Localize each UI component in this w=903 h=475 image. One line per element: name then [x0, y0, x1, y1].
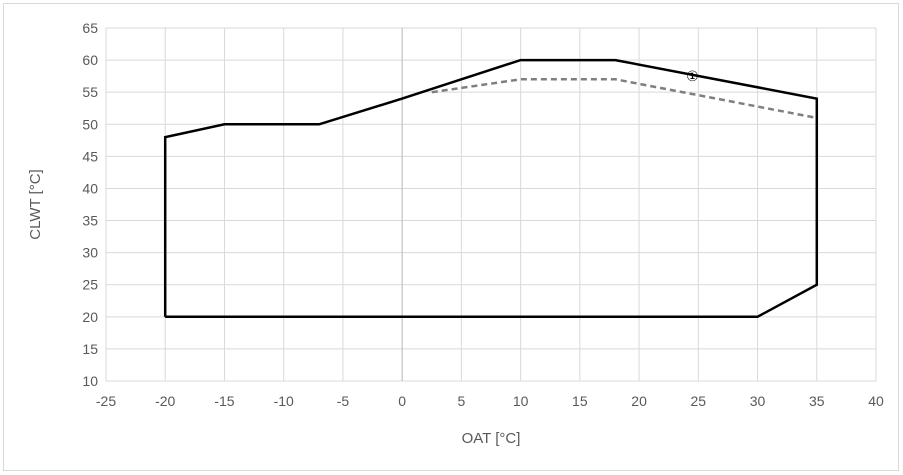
- x-tick-label: 0: [398, 393, 406, 409]
- x-tick-labels: -25 -20 -15 -10 -5 0 5 10 15 20 25 30 35 40: [96, 393, 884, 409]
- envelope-series-line: [163, 58, 819, 319]
- y-tick-label: 65: [82, 20, 98, 36]
- y-tick-label: 45: [82, 148, 98, 164]
- x-tick-label: -15: [214, 393, 234, 409]
- y-tick-label: 50: [82, 116, 98, 132]
- annotations-group: ①: [686, 69, 699, 85]
- y-tick-label: 60: [82, 52, 98, 68]
- chart-frame: [3, 3, 899, 471]
- x-tick-label: -10: [274, 393, 294, 409]
- grid-lines: [105, 27, 877, 382]
- annotation-marker: ①: [686, 69, 699, 85]
- x-tick-label: -25: [96, 393, 116, 409]
- series-group: [163, 58, 819, 319]
- y-tick-label: 15: [82, 341, 98, 357]
- x-tick-label: 20: [631, 393, 647, 409]
- x-tick-label: -5: [337, 393, 350, 409]
- y-tick-label: 10: [82, 373, 98, 389]
- y-tick-label: 55: [82, 84, 98, 100]
- x-tick-label: -20: [155, 393, 175, 409]
- x-axis-title: OAT [°C]: [462, 430, 521, 447]
- y-tick-label: 25: [82, 277, 98, 293]
- y-tick-labels: 10 15 20 25 30 35 40 45 50 55 60 65: [82, 20, 98, 389]
- dashed-series-line: [431, 78, 818, 120]
- x-tick-label: 10: [513, 393, 529, 409]
- y-tick-label: 20: [82, 309, 98, 325]
- y-axis-title: CLWT [°C]: [27, 169, 44, 239]
- x-tick-label: 30: [750, 393, 766, 409]
- x-tick-label: 5: [457, 393, 465, 409]
- x-tick-label: 40: [868, 393, 884, 409]
- x-tick-label: 25: [691, 393, 707, 409]
- x-tick-label: 15: [572, 393, 588, 409]
- y-tick-label: 30: [82, 245, 98, 261]
- y-tick-label: 40: [82, 180, 98, 196]
- y-tick-label: 35: [82, 213, 98, 229]
- x-tick-label: 35: [809, 393, 825, 409]
